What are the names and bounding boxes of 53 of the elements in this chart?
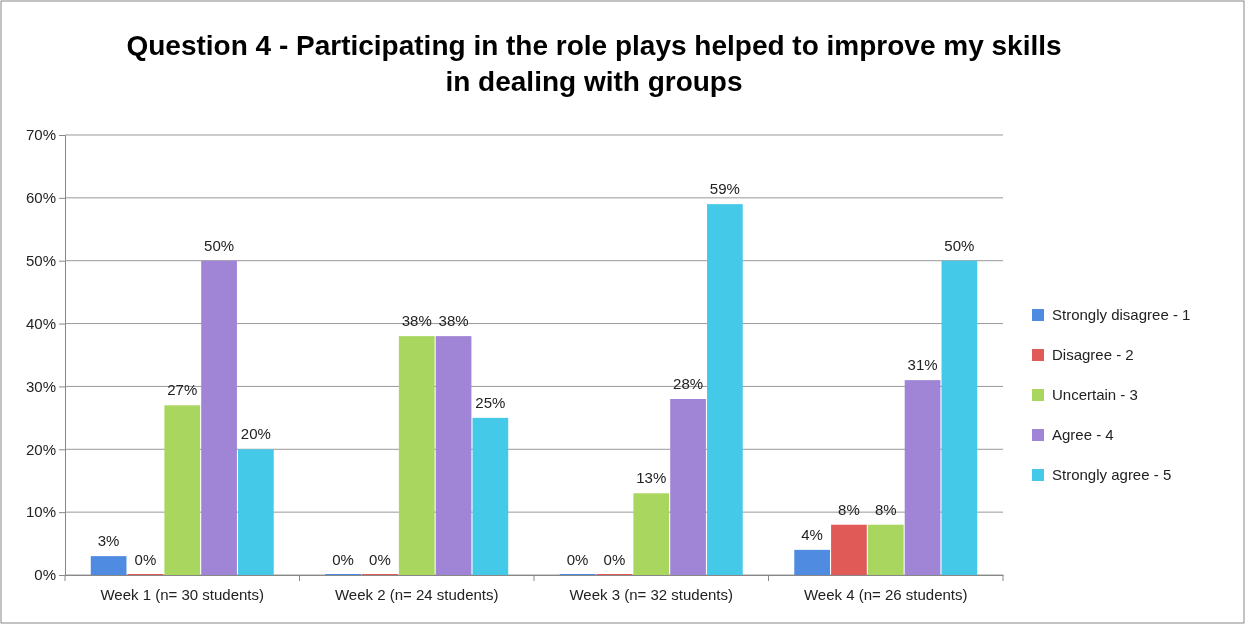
bar xyxy=(941,260,978,575)
data-label: 4% xyxy=(801,525,823,543)
data-label: 0% xyxy=(603,551,626,568)
data-label: 27% xyxy=(167,381,198,399)
bar xyxy=(238,449,274,575)
x-tick-label: Week 1 (n= 30 students) xyxy=(100,585,265,603)
data-label: 20% xyxy=(240,425,271,443)
data-label: 25% xyxy=(475,393,506,411)
y-tick-label: 10% xyxy=(25,503,56,521)
data-label: 50% xyxy=(204,236,235,254)
data-label: 38% xyxy=(438,312,469,330)
y-tick-label: 40% xyxy=(25,314,56,332)
bar xyxy=(831,524,867,575)
legend-label: Disagree - 2 xyxy=(1052,346,1134,363)
data-label: 50% xyxy=(944,236,975,254)
bar xyxy=(164,405,201,575)
y-tick-label: 0% xyxy=(34,566,56,584)
data-label: 8% xyxy=(874,500,897,518)
bar xyxy=(201,260,237,575)
bar xyxy=(904,380,941,575)
data-label: 59% xyxy=(709,180,740,198)
data-label: 13% xyxy=(636,469,667,487)
data-label: 0% xyxy=(134,551,157,568)
bar xyxy=(670,399,706,575)
data-label: 8% xyxy=(838,500,860,518)
data-label: 3% xyxy=(97,532,120,550)
data-label: 28% xyxy=(673,375,704,392)
legend-label: Uncertain - 3 xyxy=(1052,386,1138,403)
bar xyxy=(794,549,830,575)
bar xyxy=(867,524,904,575)
data-label: 0% xyxy=(332,551,354,568)
x-tick-label: Week 4 (n= 26 students) xyxy=(803,585,968,603)
data-label: 31% xyxy=(907,356,938,374)
legend-label: Strongly disagree - 1 xyxy=(1052,306,1191,323)
x-tick-label: Week 3 (n= 32 students) xyxy=(569,585,734,603)
y-tick-label: 30% xyxy=(25,377,56,395)
y-tick-label: 50% xyxy=(25,252,56,270)
bar xyxy=(90,556,127,575)
x-tick-label: Week 2 (n= 24 students) xyxy=(334,585,499,603)
y-tick-label: 20% xyxy=(25,440,56,458)
bar xyxy=(398,336,435,575)
chart-title: Question 4 - Participating in the role plays helped to improve my skills in dealing with groups xyxy=(126,30,1062,97)
y-tick-label: 60% xyxy=(25,189,56,207)
bar xyxy=(435,336,472,575)
bar xyxy=(633,493,670,575)
data-label: 38% xyxy=(401,312,432,330)
legend-label: Agree - 4 xyxy=(1052,426,1114,443)
bar xyxy=(472,417,509,575)
data-label: 0% xyxy=(566,551,589,568)
data-label: 0% xyxy=(369,551,391,568)
bar xyxy=(707,204,743,575)
legend-label: Strongly agree - 5 xyxy=(1052,466,1172,483)
y-tick-label: 70% xyxy=(25,126,56,144)
